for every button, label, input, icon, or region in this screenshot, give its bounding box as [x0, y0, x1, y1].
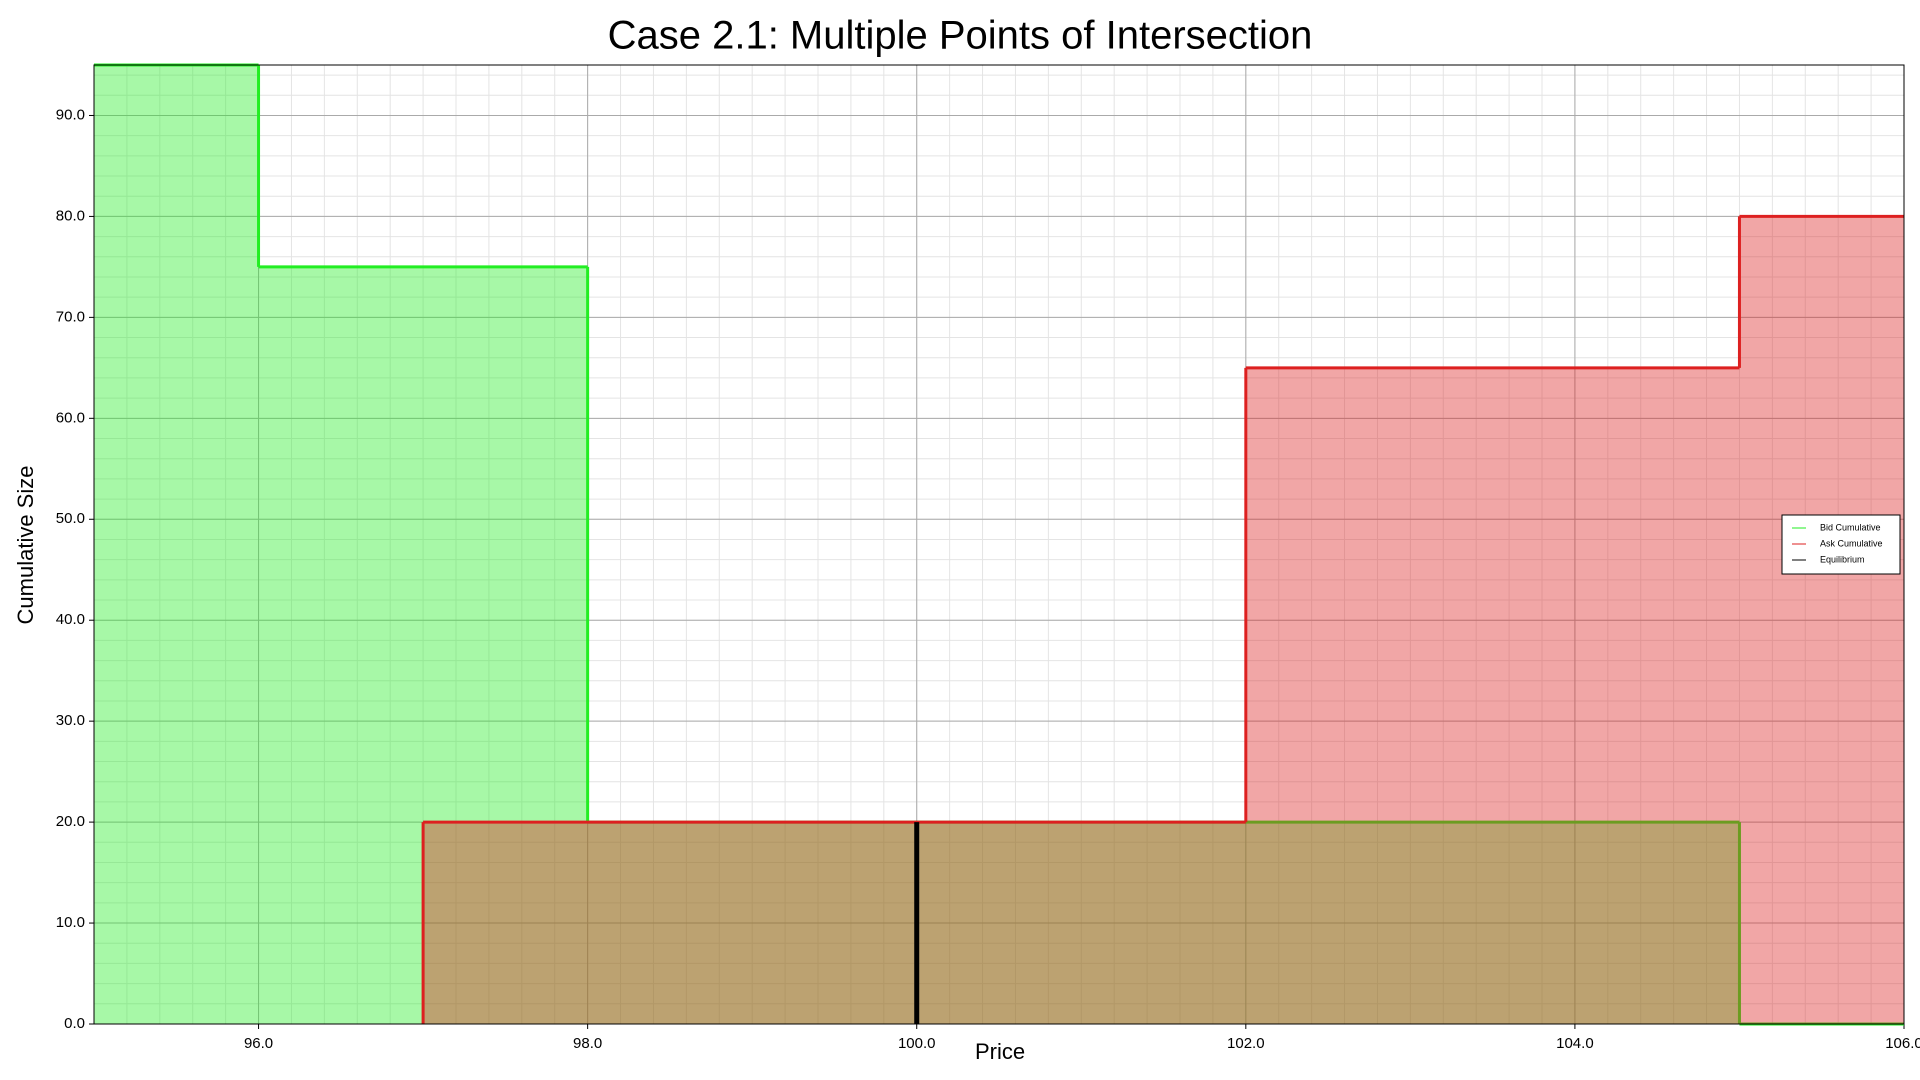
y-tick-label: 90.0 — [56, 106, 85, 123]
step-area — [94, 65, 259, 1024]
y-tick-label: 30.0 — [56, 712, 85, 729]
step-area — [1245, 367, 1740, 1024]
x-tick-label: 104.0 — [1556, 1035, 1594, 1052]
y-tick-label: 10.0 — [56, 914, 85, 931]
x-axis-label: Price — [975, 1039, 1025, 1064]
y-tick-label: 40.0 — [56, 611, 85, 628]
x-tick-label: 106.0 — [1885, 1035, 1920, 1052]
legend-label: Ask Cumulative — [1820, 538, 1883, 548]
step-area — [423, 822, 1246, 1024]
y-tick-label: 0.0 — [64, 1015, 85, 1032]
x-tick-label: 100.0 — [898, 1035, 936, 1052]
x-tick-label: 96.0 — [244, 1035, 273, 1052]
y-tick-label: 50.0 — [56, 510, 85, 527]
y-tick-label: 80.0 — [56, 207, 85, 224]
step-area — [1739, 216, 1904, 1025]
chart-title: Case 2.1: Multiple Points of Intersectio… — [608, 14, 1313, 58]
legend-label: Bid Cumulative — [1820, 522, 1881, 532]
y-tick-label: 70.0 — [56, 308, 85, 325]
y-tick-label: 20.0 — [56, 813, 85, 830]
x-tick-label: 98.0 — [573, 1035, 602, 1052]
y-tick-label: 60.0 — [56, 409, 85, 426]
legend: Bid Cumulative Ask Cumulative Equilibrium — [1781, 514, 1901, 575]
plot-frame — [93, 64, 1905, 1025]
y-axis-label: Cumulative Size — [13, 466, 38, 625]
series — [421, 214, 1904, 1025]
legend-label: Equilibrium — [1820, 554, 1865, 564]
x-tick-label: 102.0 — [1227, 1035, 1265, 1052]
step-area — [587, 822, 1740, 1024]
